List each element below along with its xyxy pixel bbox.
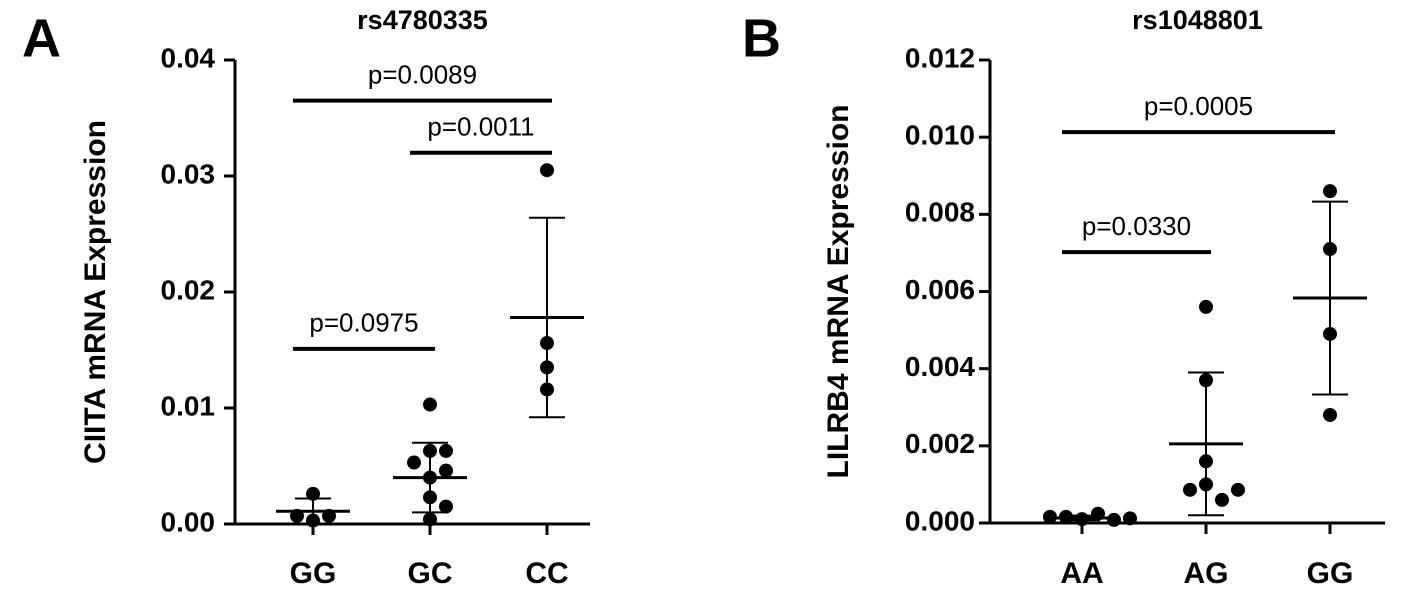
y-tick-label: 0.010	[905, 120, 975, 151]
y-tick-label: 0.004	[905, 351, 975, 382]
y-tick-label: 0.000	[905, 505, 975, 536]
y-tick-label: 0.00	[161, 506, 216, 537]
p-value: p=0.0089	[368, 59, 477, 89]
data-point	[1323, 184, 1337, 199]
p-value: p=0.0975	[309, 308, 418, 338]
chart-title: rs1048801	[1132, 5, 1263, 35]
data-point	[423, 512, 437, 527]
chart-title: rs4780335	[357, 5, 488, 35]
y-axis-label: LILRB4 mRNA Expression	[822, 105, 855, 479]
data-point	[1123, 511, 1137, 526]
y-tick-label: 0.02	[161, 274, 216, 305]
y-tick-label: 0.002	[905, 428, 975, 459]
x-tick-label: GC	[408, 557, 453, 590]
data-point	[1199, 299, 1213, 314]
data-point	[1183, 482, 1197, 497]
y-axis-label: CIITA mRNA Expression	[79, 120, 112, 464]
data-point	[439, 443, 453, 458]
p-value: p=0.0005	[1144, 91, 1253, 121]
data-point	[423, 397, 437, 412]
data-point	[1107, 512, 1121, 527]
panel-letter: B	[742, 8, 781, 68]
data-point	[1323, 407, 1337, 422]
x-tick-label: AG	[1184, 557, 1229, 590]
x-tick-label: CC	[525, 557, 568, 590]
panel-letter: A	[22, 8, 61, 68]
y-tick-label: 0.01	[161, 390, 216, 421]
y-tick-label: 0.03	[161, 158, 216, 189]
x-tick-label: AA	[1060, 557, 1103, 590]
x-tick-label: GG	[1307, 557, 1354, 590]
data-point	[1215, 492, 1229, 507]
p-value: p=0.0330	[1082, 211, 1191, 241]
data-point	[407, 455, 421, 470]
data-point	[1231, 482, 1245, 497]
y-tick-label: 0.008	[905, 197, 975, 228]
p-value: p=0.0011	[427, 112, 534, 142]
data-point	[306, 486, 320, 501]
y-tick-label: 0.012	[905, 42, 975, 73]
data-point	[540, 163, 554, 178]
data-point	[439, 463, 453, 478]
data-point	[439, 499, 453, 514]
y-tick-label: 0.006	[905, 274, 975, 305]
y-tick-label: 0.04	[161, 42, 216, 73]
x-tick-label: GG	[290, 557, 337, 590]
